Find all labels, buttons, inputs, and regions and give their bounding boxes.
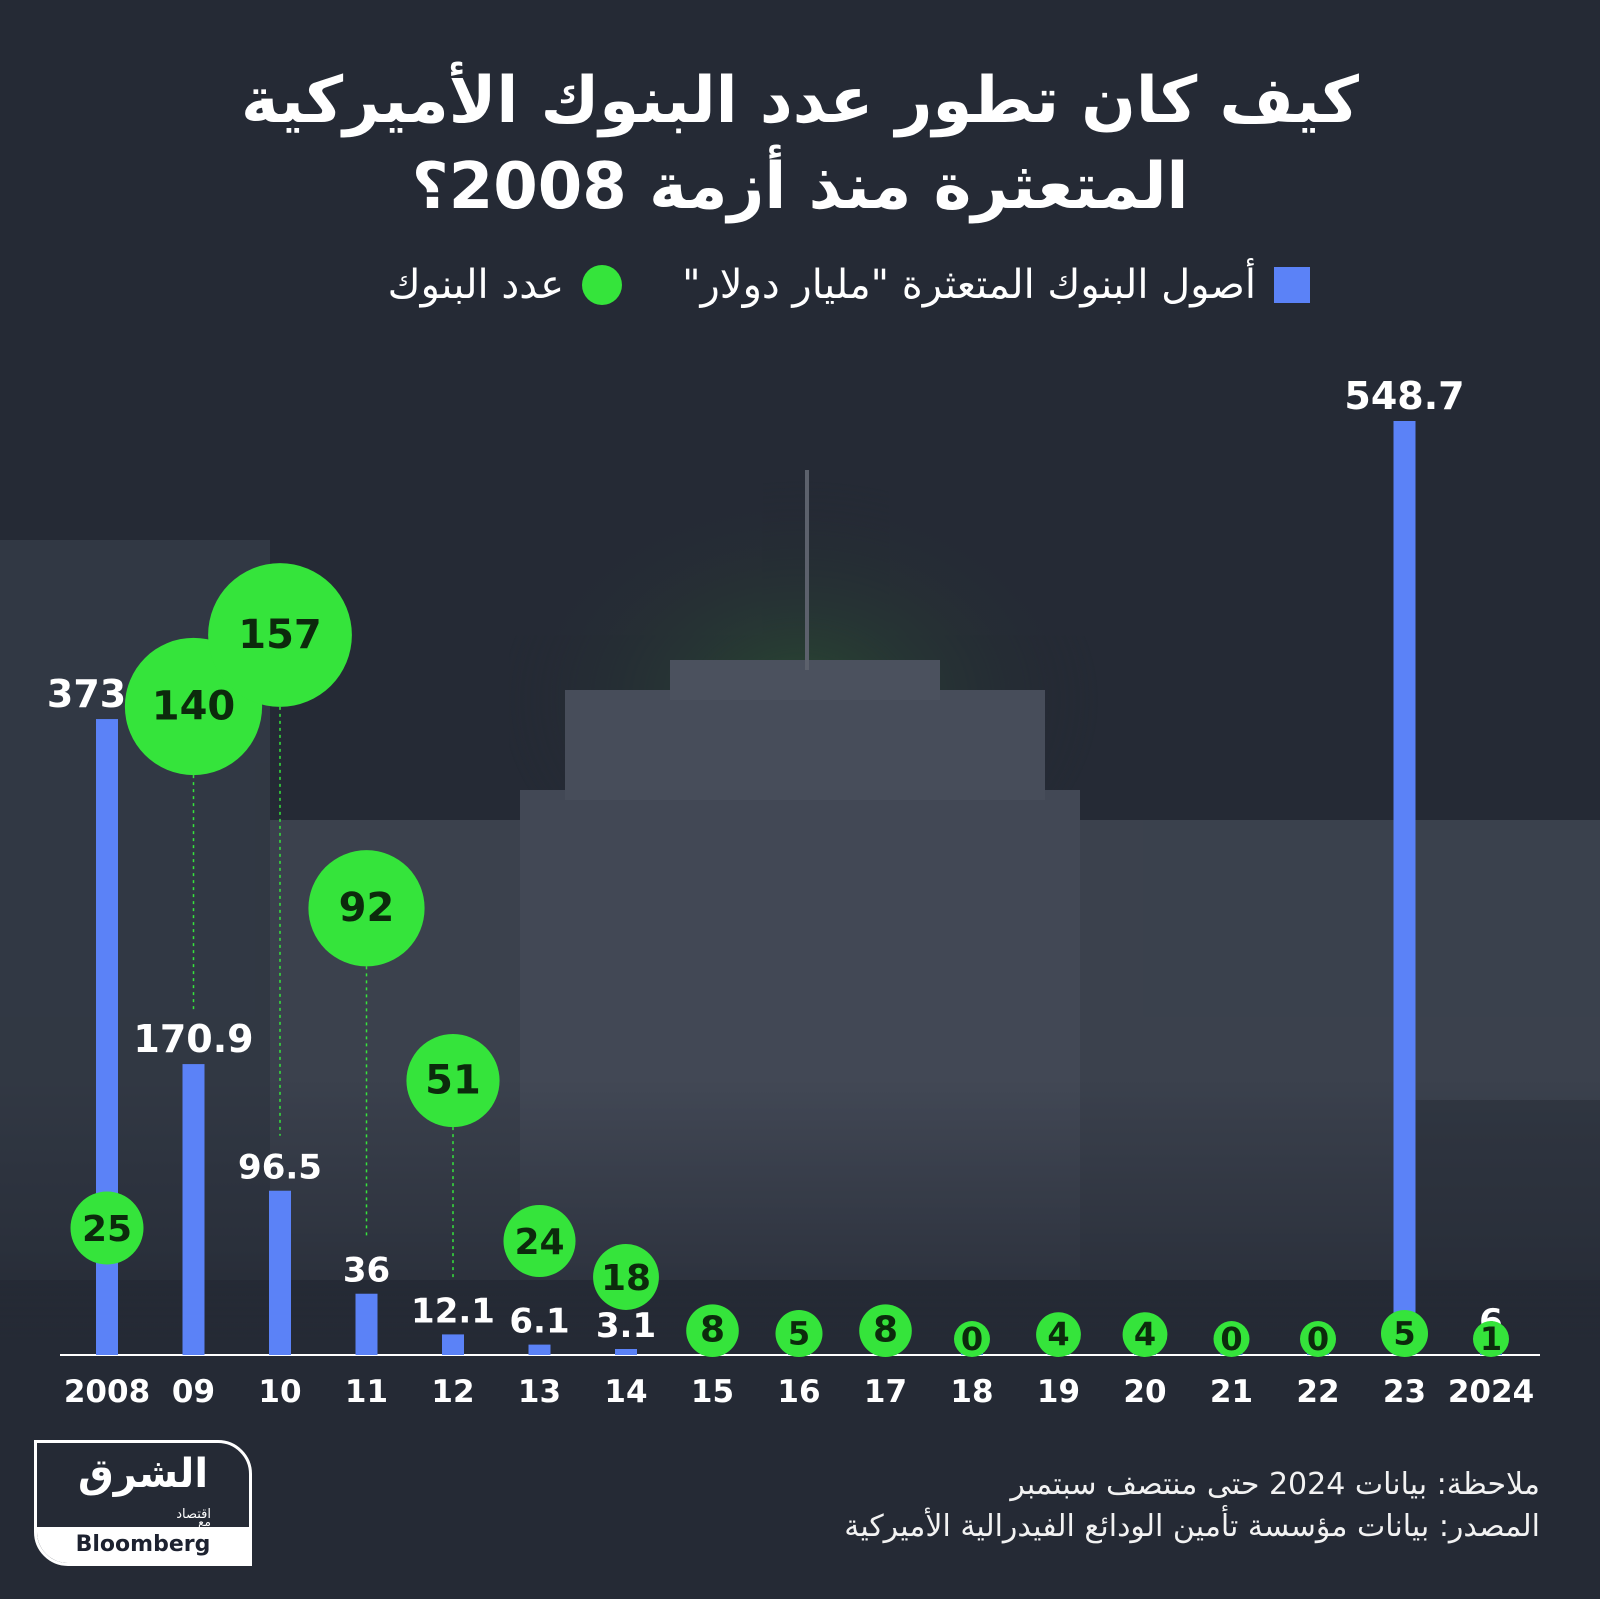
bank-count-label: 24 [514, 1222, 564, 1263]
asset-bar [528, 1344, 551, 1355]
x-tick-label: 12 [431, 1374, 474, 1410]
bank-count-label: 0 [1307, 1320, 1329, 1358]
bank-count-bubble [308, 850, 425, 967]
bank-count-label: 25 [82, 1209, 132, 1250]
asset-bar [1393, 421, 1416, 1355]
bank-count-bubble [859, 1304, 912, 1357]
bank-count-bubble [1036, 1312, 1081, 1357]
x-tick-label: 16 [777, 1374, 820, 1410]
notes: ملاحظة: بيانات 2024 حتى منتصف سبتمبر الم… [844, 1464, 1540, 1548]
bank-count-label: 140 [152, 683, 236, 729]
bank-count-label: 8 [700, 1310, 725, 1351]
x-tick-label: 2008 [64, 1374, 150, 1410]
asset-value-label: 6.1 [509, 1302, 569, 1342]
assets-legend-label: أصول البنوك المتعثرة "مليار دولار" [682, 262, 1256, 308]
bank-count-bubble [1380, 1309, 1429, 1357]
asset-value-label: 548.7 [1344, 374, 1464, 418]
bank-count-label: 5 [788, 1314, 810, 1352]
x-tick-label: 13 [518, 1374, 561, 1410]
bank-count-label: 8 [873, 1310, 898, 1351]
bank-count-label: 1 [1480, 1320, 1502, 1358]
source-text: المصدر: بيانات مؤسسة تأمين الودائع الفيد… [844, 1509, 1540, 1544]
chart: 2008373.62509170.91401096.51571136921212… [0, 374, 1600, 1410]
bank-count-label: 51 [425, 1058, 481, 1104]
x-tick-label: 21 [1210, 1374, 1253, 1410]
bank-count-bubble [954, 1321, 990, 1357]
bank-count-bubble [775, 1309, 823, 1357]
assets-legend-swatch [1274, 267, 1310, 303]
x-tick-label: 11 [345, 1374, 388, 1410]
title-line-2: المتعثرة منذ أزمة 2008؟ [411, 150, 1189, 224]
x-tick-label: 15 [691, 1374, 734, 1410]
x-tick-label: 14 [604, 1374, 647, 1410]
x-tick-label: 22 [1296, 1374, 1339, 1410]
x-tick-label: 2024 [1448, 1374, 1534, 1410]
asset-bar [615, 1349, 637, 1355]
note-text: ملاحظة: بيانات 2024 حتى منتصف سبتمبر [1010, 1467, 1540, 1502]
bank-count-bubble [686, 1304, 739, 1357]
asset-value-label: 36 [343, 1251, 390, 1291]
bank-count-bubble [208, 563, 352, 707]
asharq-bloomberg-logo: الشرق اقتصاد مع Bloomberg [34, 1440, 252, 1566]
title-line-1: كيف كان تطور عدد البنوك الأميركية [240, 64, 1360, 138]
x-tick-label: 10 [258, 1374, 301, 1410]
bank-count-bubble [1300, 1321, 1336, 1357]
x-tick-label: 18 [950, 1374, 993, 1410]
bank-count-label: 5 [1393, 1314, 1415, 1352]
bank-count-bubble [1473, 1321, 1509, 1357]
bank-count-label: 4 [1134, 1316, 1156, 1354]
asset-bar [182, 1064, 205, 1355]
bank-count-bubble [1213, 1321, 1250, 1357]
asset-value-label: 96.5 [238, 1148, 322, 1188]
bank-count-label: 92 [339, 885, 395, 931]
x-tick-label: 17 [864, 1374, 907, 1410]
bank-count-label: 18 [601, 1258, 651, 1299]
banks-legend-swatch [582, 265, 623, 305]
x-tick-label: 20 [1123, 1374, 1166, 1410]
bank-count-bubble [406, 1034, 500, 1128]
bank-count-bubble [1122, 1312, 1168, 1357]
bank-count-label: 0 [961, 1320, 983, 1358]
asset-bar [269, 1190, 291, 1355]
bank-count-label: 0 [1220, 1320, 1242, 1358]
legend: أصول البنوك المتعثرة "مليار دولار" عدد ا… [260, 262, 1310, 308]
bank-count-bubble [503, 1204, 576, 1278]
x-tick-label: 09 [172, 1374, 215, 1410]
bank-count-bubble [70, 1191, 144, 1265]
x-tick-label: 23 [1383, 1374, 1426, 1410]
bank-count-label: 4 [1047, 1316, 1069, 1354]
bank-count-bubble [593, 1244, 659, 1310]
asset-value-label: 170.9 [133, 1017, 253, 1061]
x-tick-label: 19 [1037, 1374, 1080, 1410]
asset-value-label: 3.1 [596, 1306, 656, 1346]
bank-count-label: 157 [238, 612, 322, 658]
asset-value-label: 12.1 [411, 1291, 495, 1331]
chart-title: كيف كان تطور عدد البنوك الأميركية المتعث… [0, 58, 1600, 230]
asset-bar [442, 1334, 464, 1355]
background-building [0, 470, 1600, 1340]
asset-bar [355, 1293, 378, 1355]
banks-legend-label: عدد البنوك [387, 262, 565, 308]
